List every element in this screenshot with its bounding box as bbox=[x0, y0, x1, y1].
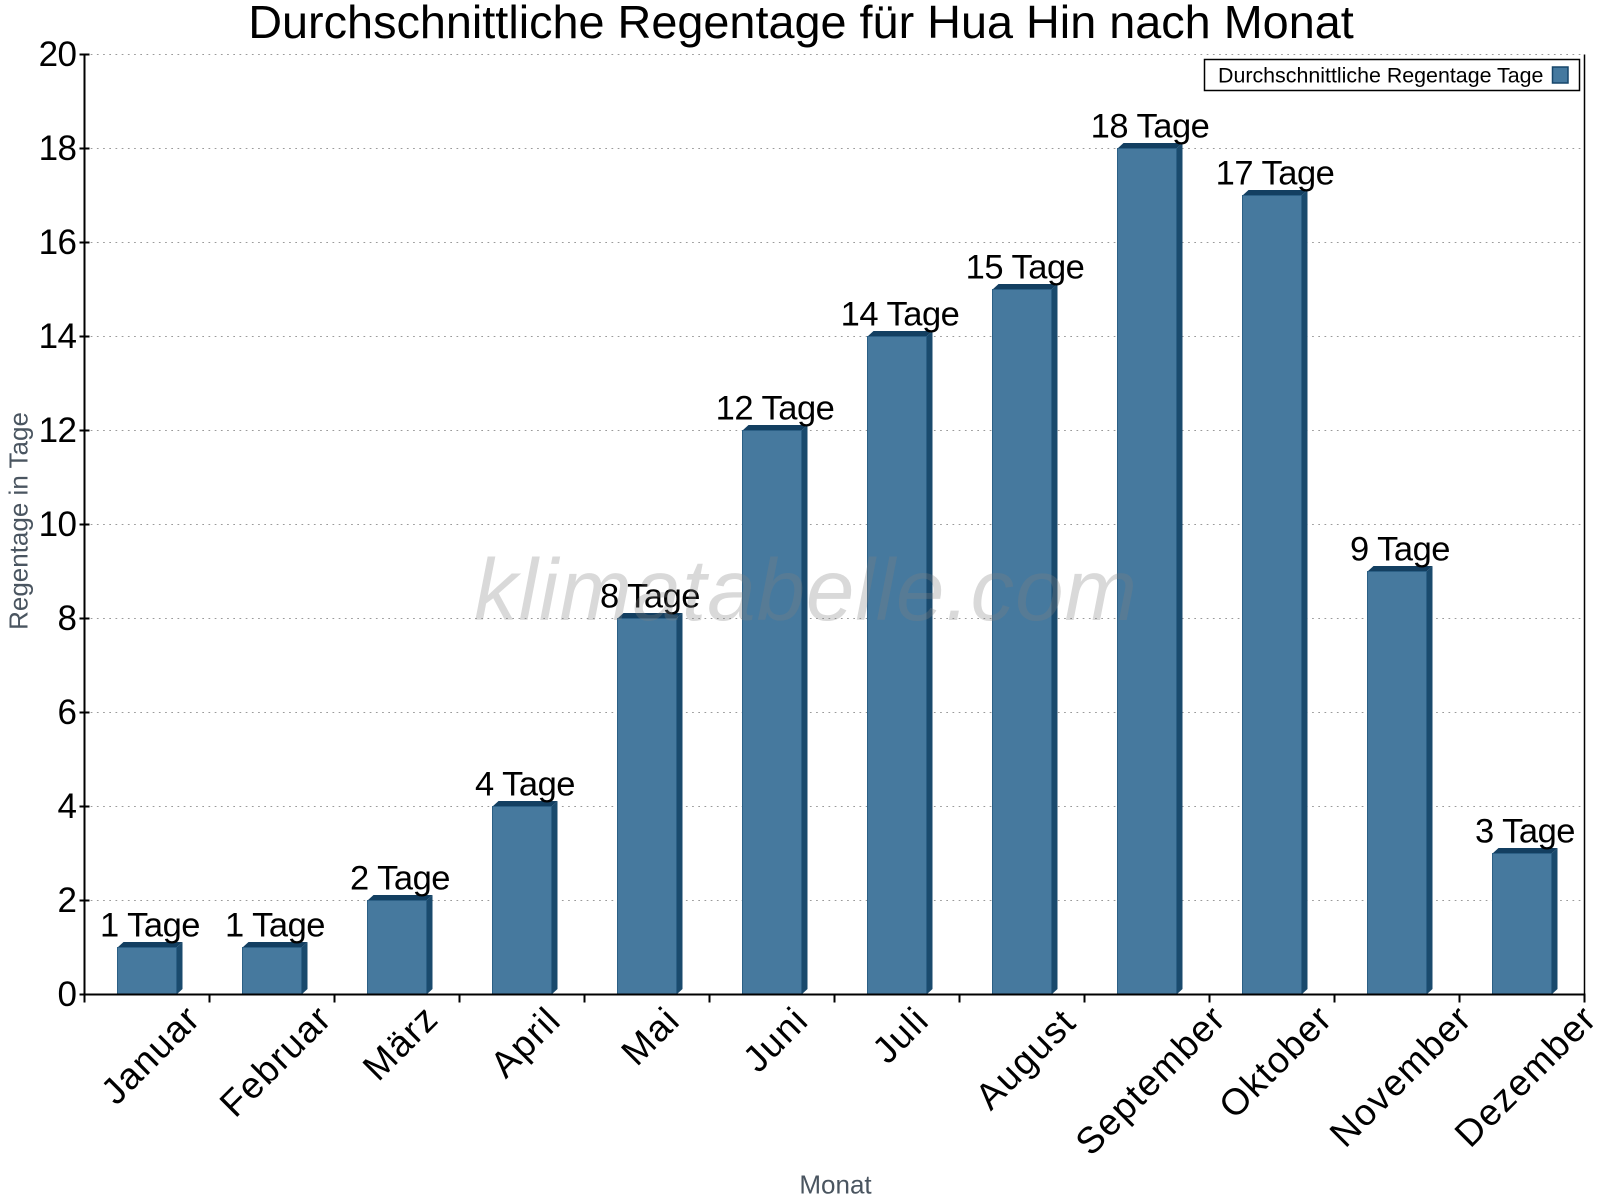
svg-text:16: 16 bbox=[39, 223, 77, 262]
svg-text:14: 14 bbox=[39, 317, 77, 356]
svg-text:17 Tage: 17 Tage bbox=[1216, 155, 1335, 193]
svg-text:Regentage in Tage: Regentage in Tage bbox=[3, 412, 33, 630]
svg-text:6: 6 bbox=[58, 693, 77, 732]
svg-text:4 Tage: 4 Tage bbox=[475, 766, 575, 804]
svg-text:Durchschnittliche Regentage Ta: Durchschnittliche Regentage Tage bbox=[1218, 64, 1543, 88]
svg-text:1 Tage: 1 Tage bbox=[225, 907, 325, 945]
svg-text:12 Tage: 12 Tage bbox=[716, 390, 835, 428]
svg-text:Monat: Monat bbox=[799, 1170, 872, 1200]
svg-text:18 Tage: 18 Tage bbox=[1091, 108, 1210, 146]
svg-text:20: 20 bbox=[39, 35, 77, 74]
svg-text:14 Tage: 14 Tage bbox=[841, 296, 960, 334]
svg-text:8 Tage: 8 Tage bbox=[600, 578, 700, 616]
svg-text:18: 18 bbox=[39, 129, 77, 168]
svg-text:8: 8 bbox=[58, 599, 77, 638]
svg-text:2 Tage: 2 Tage bbox=[350, 860, 450, 898]
svg-text:0: 0 bbox=[58, 975, 77, 1014]
svg-text:2: 2 bbox=[58, 881, 77, 920]
svg-text:3 Tage: 3 Tage bbox=[1475, 813, 1575, 851]
svg-text:1 Tage: 1 Tage bbox=[100, 907, 200, 945]
svg-text:15 Tage: 15 Tage bbox=[966, 249, 1085, 287]
svg-text:klimatabelle.com: klimatabelle.com bbox=[474, 542, 1138, 639]
svg-text:9 Tage: 9 Tage bbox=[1350, 531, 1450, 569]
svg-text:Durchschnittliche Regentage fü: Durchschnittliche Regentage für Hua Hin … bbox=[248, 0, 1354, 48]
svg-text:12: 12 bbox=[39, 411, 77, 450]
svg-text:10: 10 bbox=[39, 505, 77, 544]
svg-text:4: 4 bbox=[58, 787, 77, 826]
